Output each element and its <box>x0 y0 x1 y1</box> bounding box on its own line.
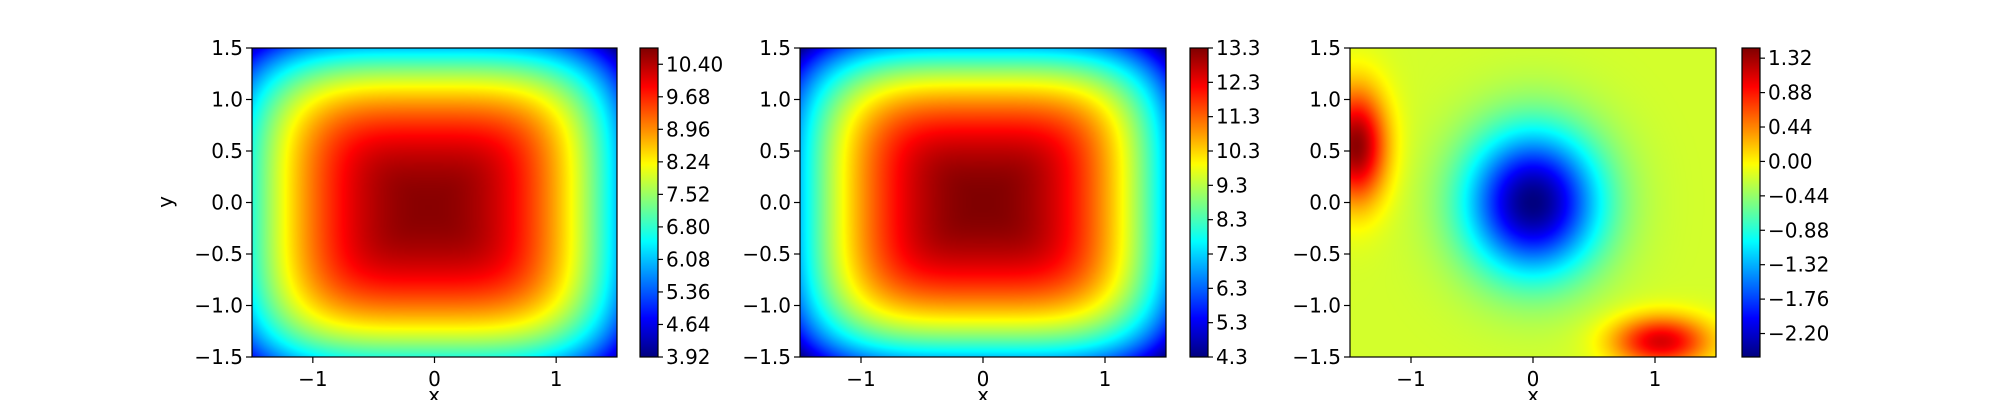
y-tick-label: 0.0 <box>759 191 791 215</box>
colorbar-image <box>640 48 658 357</box>
colorbar-frame <box>639 47 659 358</box>
y-tick-label: 0.0 <box>211 191 243 215</box>
colorbar-tick-label: 3.92 <box>666 345 711 369</box>
colorbar-tick-label: 9.3 <box>1216 173 1248 197</box>
x-ticks: −1 0 1 <box>298 357 563 391</box>
y-tick-label: 0.0 <box>1309 191 1341 215</box>
colorbar-tick-label: 8.3 <box>1216 208 1248 232</box>
x-tick-label: 0 <box>1527 367 1540 391</box>
panel-2: 1.5 1.0 0.5 0.0 −0.5 −1.0 −1.5 −1 0 1 x 4.3 5.3 6.… <box>742 36 1260 400</box>
x-tick-label: 0 <box>428 367 441 391</box>
colorbar-tick-label: 8.24 <box>666 150 711 174</box>
x-tick-label: 1 <box>1649 367 1662 391</box>
colorbar-tick-label: −2.20 <box>1768 322 1829 346</box>
colorbar-frame <box>1189 47 1209 358</box>
y-tick-label: −1.5 <box>1292 345 1341 369</box>
colorbar-tick-label: −1.32 <box>1768 253 1829 277</box>
colorbar-image <box>1190 48 1208 357</box>
colorbar-tick-label: 7.3 <box>1216 242 1248 266</box>
colorbar-tick-label: 5.3 <box>1216 311 1248 335</box>
y-tick-label: −1.5 <box>742 345 791 369</box>
y-ticks: 1.5 1.0 0.5 0.0 −0.5 −1.0 −1.5 <box>742 36 800 369</box>
x-axis-label: x <box>428 383 440 400</box>
colorbar-image <box>1742 48 1760 357</box>
colorbar-tick-label: 6.08 <box>666 247 711 271</box>
y-tick-label: −1.5 <box>194 345 243 369</box>
y-tick-label: 0.5 <box>759 139 791 163</box>
panel-1: 1.5 1.0 0.5 0.0 −0.5 −1.0 −1.5 −1 0 1 y x 3.92 4.… <box>153 36 723 400</box>
y-tick-label: −1.0 <box>1292 294 1341 318</box>
colorbar-tick-label: −1.76 <box>1768 287 1829 311</box>
colorbar-tick-label: 4.64 <box>666 312 711 336</box>
heatmap-image <box>1350 48 1716 357</box>
y-tick-label: 1.0 <box>759 88 791 112</box>
colorbar-tick-label: −0.88 <box>1768 218 1829 242</box>
x-ticks: −1 0 1 <box>1396 357 1661 391</box>
y-tick-label: 0.5 <box>211 139 243 163</box>
colorbar-tick-label: 5.36 <box>666 280 711 304</box>
colorbar-tick-label: 9.68 <box>666 85 711 109</box>
y-tick-label: −1.0 <box>194 294 243 318</box>
colorbar-tick-label: 0.44 <box>1768 115 1813 139</box>
colorbar-tick-label: 1.32 <box>1768 46 1813 70</box>
y-tick-label: −1.0 <box>742 294 791 318</box>
x-tick-label: −1 <box>1396 367 1425 391</box>
y-tick-label: −0.5 <box>194 242 243 266</box>
colorbar-ticks: −2.20 −1.76 −1.32 −0.88 −0.44 0.00 0.44 0.88 1.3… <box>1760 46 1829 346</box>
colorbar-frame <box>1741 47 1761 358</box>
colorbar-tick-label: 6.80 <box>666 215 711 239</box>
x-tick-label: 1 <box>1099 367 1112 391</box>
y-tick-label: 1.0 <box>1309 88 1341 112</box>
x-axis-label: x <box>1527 383 1539 400</box>
colorbar-ticks: 3.92 4.64 5.36 6.08 6.80 7.52 8.24 8.96 9.68 10.4… <box>658 52 723 369</box>
y-tick-label: −0.5 <box>742 242 791 266</box>
heatmap-image <box>252 48 617 357</box>
colorbar-tick-label: 4.3 <box>1216 345 1248 369</box>
x-tick-label: −1 <box>298 367 327 391</box>
colorbar-tick-label: 10.40 <box>666 52 723 76</box>
panel-3: 1.5 1.0 0.5 0.0 −0.5 −1.0 −1.5 −1 0 1 x −2.20 −1.… <box>1292 36 1829 400</box>
colorbar-tick-label: 8.96 <box>666 117 711 141</box>
y-ticks: 1.5 1.0 0.5 0.0 −0.5 −1.0 −1.5 <box>1292 36 1350 369</box>
colorbar-tick-label: 13.3 <box>1216 36 1261 60</box>
y-tick-label: 1.5 <box>759 36 791 60</box>
x-tick-label: −1 <box>846 367 875 391</box>
y-tick-label: 1.0 <box>211 88 243 112</box>
y-axis-label: y <box>153 196 177 208</box>
colorbar-ticks: 4.3 5.3 6.3 7.3 8.3 9.3 10.3 11.3 12.3 13.3 <box>1208 36 1261 369</box>
colorbar-tick-label: 0.00 <box>1768 149 1813 173</box>
y-tick-label: 0.5 <box>1309 139 1341 163</box>
colorbar-tick-label: 0.88 <box>1768 81 1813 105</box>
colorbar-tick-label: 11.3 <box>1216 105 1261 129</box>
x-tick-label: 1 <box>550 367 563 391</box>
y-ticks: 1.5 1.0 0.5 0.0 −0.5 −1.0 −1.5 <box>194 36 252 369</box>
colorbar-tick-label: 7.52 <box>666 182 711 206</box>
colorbar-tick-label: 6.3 <box>1216 276 1248 300</box>
heatmap-image <box>800 48 1166 357</box>
colorbar-tick-label: 12.3 <box>1216 70 1261 94</box>
y-tick-label: 1.5 <box>211 36 243 60</box>
y-tick-label: −0.5 <box>1292 242 1341 266</box>
colorbar-tick-label: −0.44 <box>1768 184 1829 208</box>
x-axis-label: x <box>977 383 989 400</box>
x-tick-label: 0 <box>977 367 990 391</box>
y-tick-label: 1.5 <box>1309 36 1341 60</box>
x-ticks: −1 0 1 <box>846 357 1111 391</box>
colorbar-tick-label: 10.3 <box>1216 139 1261 163</box>
